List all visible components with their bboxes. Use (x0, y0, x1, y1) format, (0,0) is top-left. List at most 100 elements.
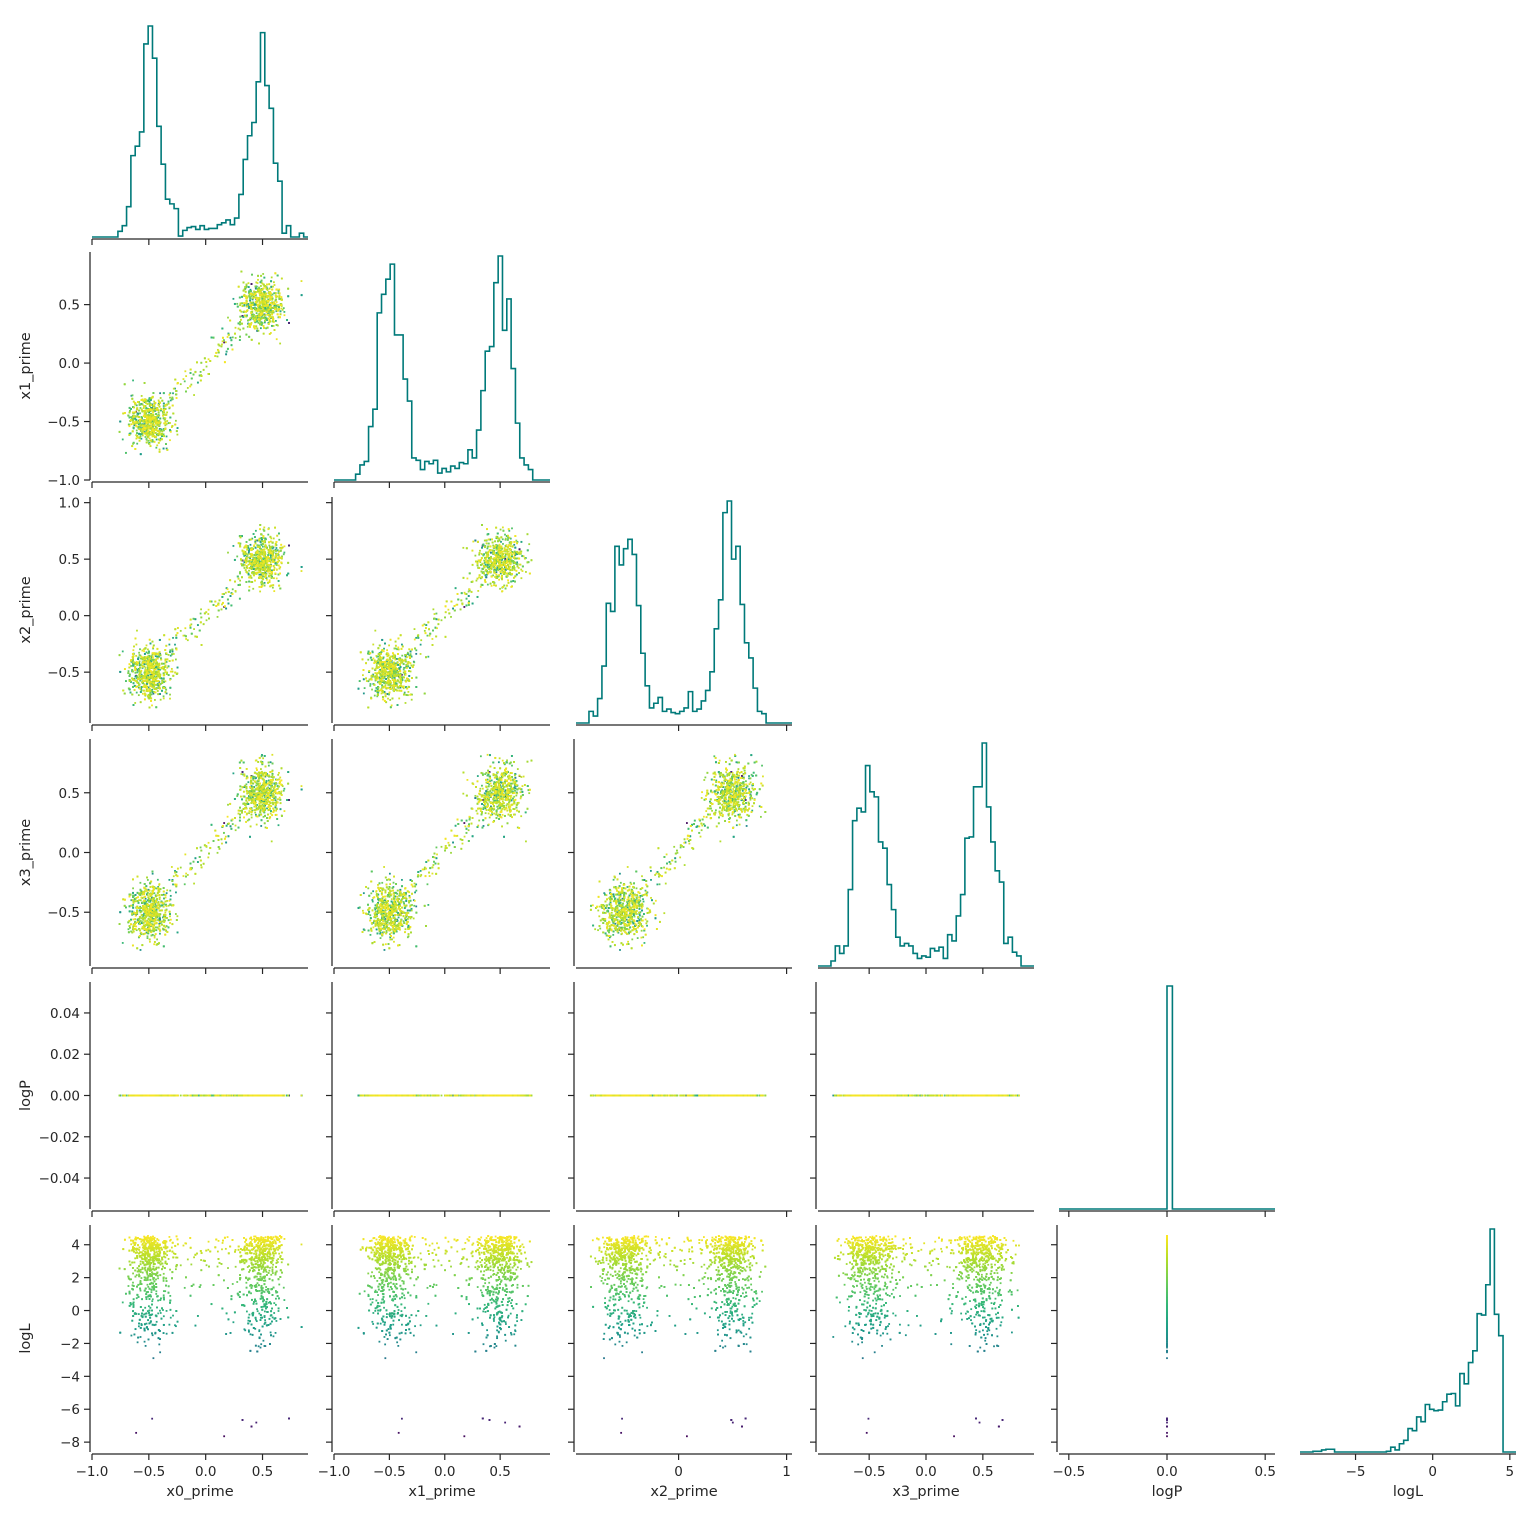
scatter-point (258, 313, 260, 315)
scatter-point (269, 321, 271, 323)
scatter-point (225, 353, 227, 355)
scatter-point (251, 274, 253, 276)
scatter-point (176, 430, 178, 432)
scatter-point (255, 325, 257, 327)
scatter-point (133, 406, 135, 408)
scatter-point (160, 408, 162, 410)
scatter-point (161, 433, 163, 435)
scatter-point (263, 298, 265, 300)
scatter-point (171, 398, 173, 400)
scatter-point (159, 406, 161, 408)
scatter-point (139, 440, 141, 442)
scatter-point (259, 303, 261, 305)
scatter-point (148, 440, 150, 442)
scatter-point (138, 433, 140, 435)
scatter-point (238, 328, 240, 330)
scatter-point (166, 412, 168, 414)
scatter-point (252, 302, 254, 304)
scatter-point (132, 412, 134, 414)
scatter-point (159, 418, 161, 420)
scatter-point (250, 290, 252, 292)
scatter-point (257, 282, 259, 284)
scatter-point (169, 407, 171, 409)
scatter-point (249, 300, 251, 302)
scatter-point (140, 407, 142, 409)
scatter-point (161, 438, 163, 440)
scatter-point (238, 322, 240, 324)
scatter-point (256, 316, 258, 318)
scatter-point (258, 289, 260, 291)
scatter-point (261, 306, 263, 308)
scatter-point (152, 435, 154, 437)
scatter-point (268, 283, 270, 285)
scatter-point (242, 316, 244, 318)
scatter-point (135, 434, 137, 436)
scatter-point (272, 310, 274, 312)
scatter-point (279, 295, 281, 297)
scatter-point (243, 305, 245, 307)
scatter-point (251, 339, 253, 341)
scatter-point (119, 421, 121, 423)
scatter-point (266, 295, 268, 297)
scatter-point (240, 271, 242, 273)
scatter-point (267, 314, 269, 316)
scatter-point (201, 375, 203, 377)
scatter-point (267, 289, 269, 291)
scatter-point (248, 286, 250, 288)
scatter-point (122, 412, 124, 414)
scatter-point (301, 294, 303, 296)
scatter-point (261, 322, 263, 324)
scatter-point (164, 428, 166, 430)
scatter-point (281, 299, 283, 301)
scatter-point (129, 417, 131, 419)
scatter-point (248, 336, 250, 338)
scatter-point (227, 317, 229, 319)
scatter-point (227, 348, 229, 350)
scatter-point (155, 432, 157, 434)
scatter-point (132, 443, 134, 445)
scatter-point (140, 433, 142, 435)
scatter-point (132, 430, 134, 432)
scatter-point (166, 420, 168, 422)
scatter-point (154, 441, 156, 443)
scatter-point (278, 308, 280, 310)
scatter-point (275, 295, 277, 297)
scatter-point (172, 392, 174, 394)
scatter-point (246, 306, 248, 308)
scatter-point (140, 453, 142, 455)
scatter-point (155, 447, 157, 449)
scatter-point (232, 336, 234, 338)
scatter-point (263, 296, 265, 298)
scatter-point (248, 282, 250, 284)
scatter-point (269, 316, 271, 318)
scatter-point (141, 409, 143, 411)
scatter-point (146, 439, 148, 441)
scatter-point (131, 398, 133, 400)
scatter-point (156, 439, 158, 441)
scatter-point (238, 286, 240, 288)
scatter-point (148, 427, 150, 429)
scatter-point (159, 449, 161, 451)
scatter-point (159, 392, 161, 394)
scatter-point (206, 366, 208, 368)
scatter-point (221, 328, 223, 330)
scatter-point (150, 423, 152, 425)
scatter-point (221, 345, 223, 347)
scatter-point (172, 405, 174, 407)
scatter-point (218, 352, 220, 354)
scatter-point (255, 310, 257, 312)
scatter-point (267, 318, 269, 320)
scatter-point (196, 361, 198, 363)
scatter-point (211, 337, 213, 339)
scatter-point (150, 440, 152, 442)
scatter-point (274, 329, 276, 331)
scatter-point (260, 289, 262, 291)
scatter-point (136, 407, 138, 409)
scatter-point (256, 291, 258, 293)
scatter-point (239, 323, 241, 325)
scatter-point (143, 410, 145, 412)
scatter-point (161, 431, 163, 433)
scatter-point (271, 299, 273, 301)
scatter-point (266, 311, 268, 313)
